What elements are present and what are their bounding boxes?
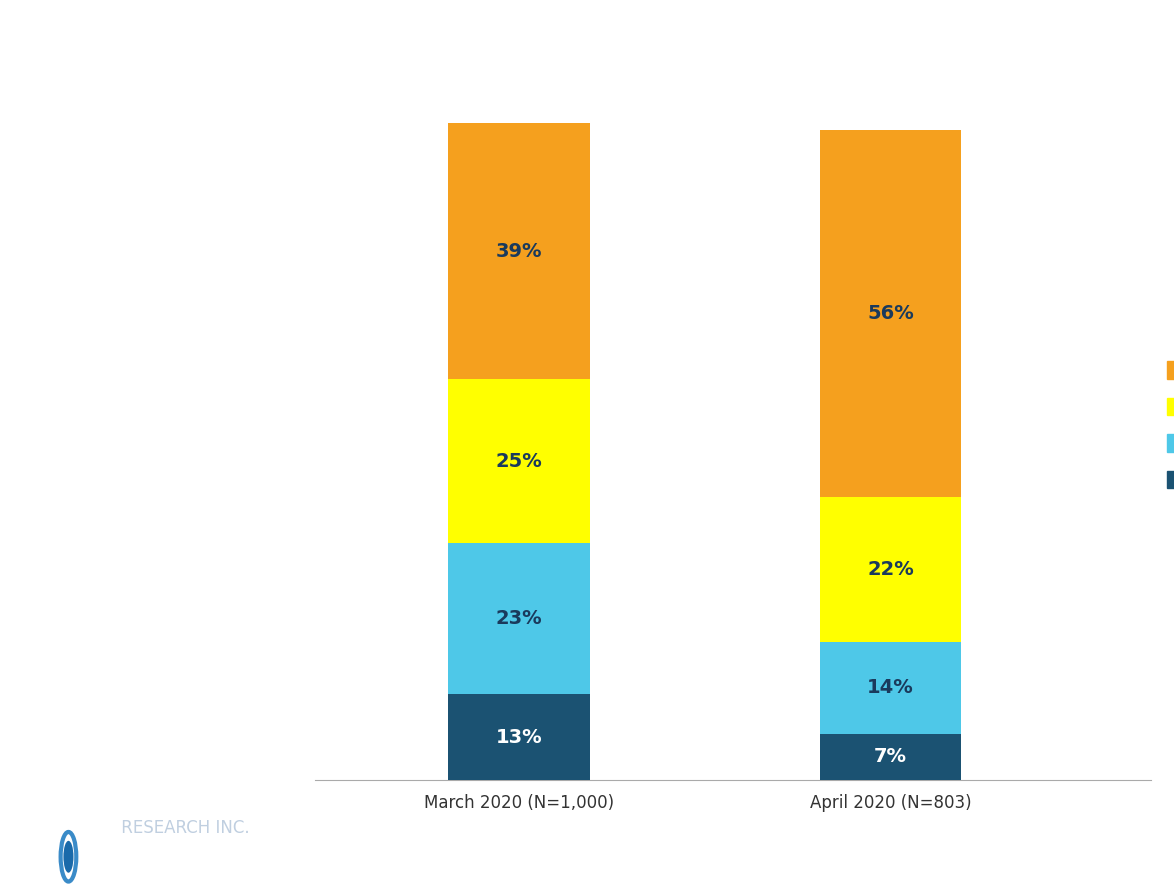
Legend: Strongly disagree, Somewhat disagree, Somewhat agree, Strongly agree: Strongly disagree, Somewhat disagree, So… (1167, 361, 1174, 489)
Text: 25%: 25% (495, 452, 542, 470)
Text: 13%: 13% (495, 727, 542, 747)
Text: 14%: 14% (868, 679, 913, 697)
Text: Q1b. “The COVID-19 virus (also
known as coronavirus) emerged
earlier this year a: Q1b. “The COVID-19 virus (also known as … (28, 408, 277, 578)
Text: RESEARCH INC.: RESEARCH INC. (116, 820, 250, 837)
Bar (448, 379, 589, 543)
Text: 39%: 39% (495, 242, 542, 260)
Text: 56%: 56% (868, 304, 913, 323)
Bar (448, 543, 589, 695)
Bar (448, 695, 589, 780)
Text: 7%: 7% (873, 747, 908, 766)
Circle shape (63, 841, 74, 873)
Bar (819, 130, 962, 497)
Text: DWINDLING
NUMBERS VIEW
COVID-19 AS
OVERBLOWN: DWINDLING NUMBERS VIEW COVID-19 AS OVERB… (28, 35, 285, 160)
Bar (819, 497, 962, 641)
Text: 23%: 23% (495, 610, 542, 628)
Text: PR: PR (28, 820, 53, 837)
Text: BE: BE (80, 820, 103, 837)
Text: Base: All respondents (N=803): Base: All respondents (N=803) (28, 770, 242, 784)
Bar (819, 734, 962, 780)
Text: 22%: 22% (868, 560, 913, 579)
Bar (448, 123, 589, 379)
Bar (819, 641, 962, 734)
